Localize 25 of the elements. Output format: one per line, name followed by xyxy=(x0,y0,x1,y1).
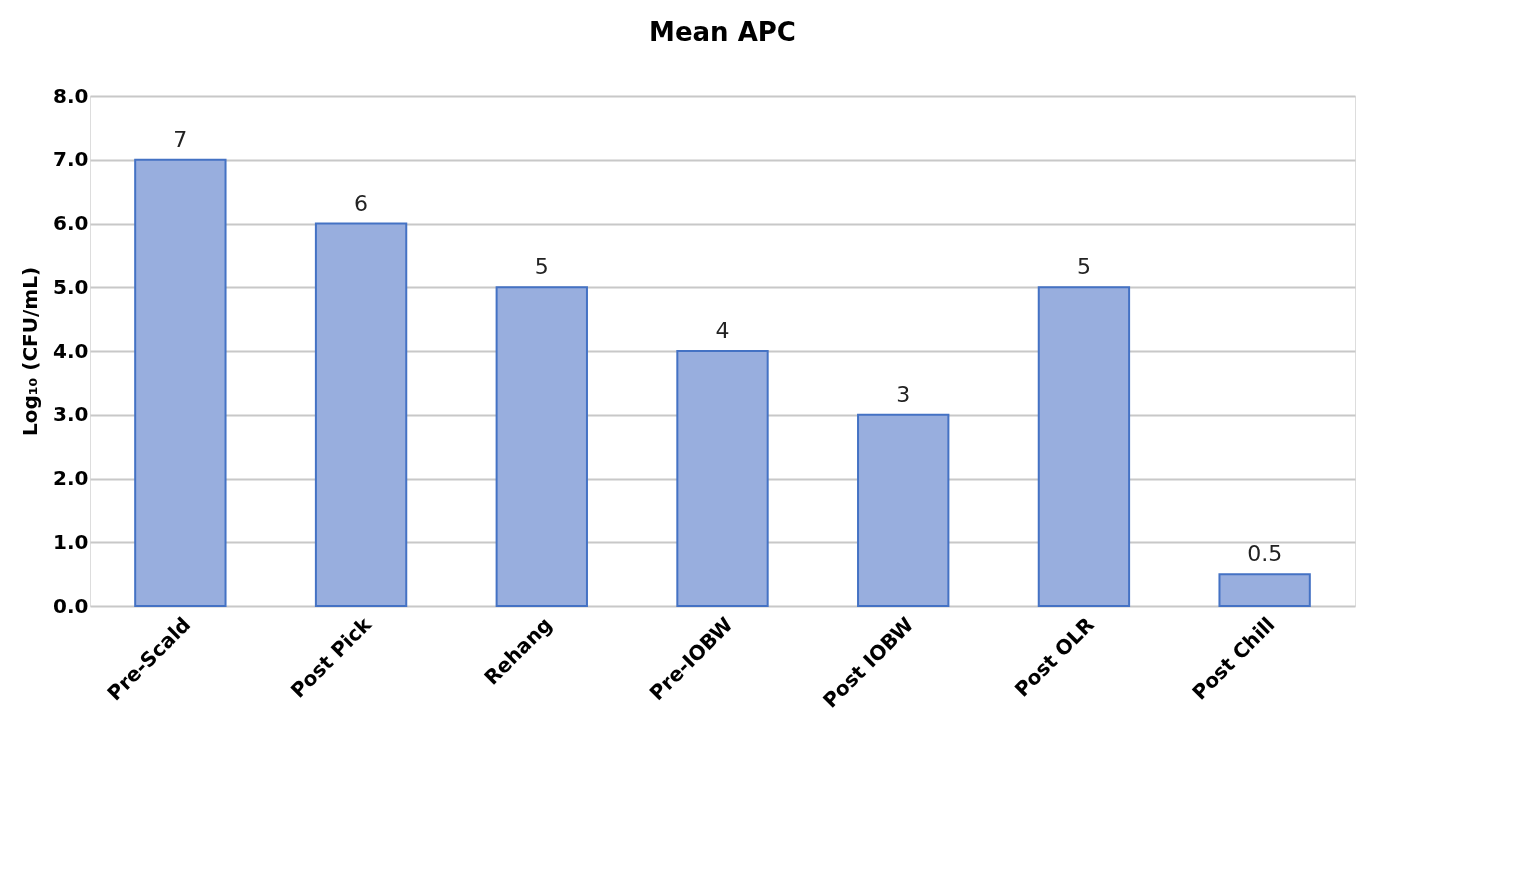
y-tick-label: 5.0 xyxy=(53,274,89,299)
y-tick-label: 8.0 xyxy=(53,83,89,108)
bar xyxy=(495,286,588,607)
y-axis-title: Log₁₀ (CFU/mL) xyxy=(18,266,43,437)
bar xyxy=(1218,573,1311,607)
data-label: 0.5 xyxy=(1247,541,1283,567)
y-tick-label: 3.0 xyxy=(53,402,89,427)
bar xyxy=(676,350,769,607)
y-tick-label: 2.0 xyxy=(53,466,89,490)
y-tick-label: 6.0 xyxy=(53,211,89,235)
chart-title: Mean APC xyxy=(649,17,796,47)
bar xyxy=(134,158,227,607)
y-tick-label: 1.0 xyxy=(53,529,89,554)
bar xyxy=(314,222,408,607)
data-label: 4 xyxy=(715,318,730,343)
bar xyxy=(857,413,950,607)
data-label: 7 xyxy=(173,126,188,152)
data-label: 5 xyxy=(534,254,549,280)
y-tick-label: 0.0 xyxy=(53,593,89,618)
data-label: 3 xyxy=(896,381,911,407)
y-tick-label: 7.0 xyxy=(53,147,89,172)
y-tick-label: 4.0 xyxy=(53,338,89,363)
data-label: 6 xyxy=(354,190,369,216)
bar xyxy=(1037,286,1131,607)
data-label: 5 xyxy=(1076,254,1091,280)
